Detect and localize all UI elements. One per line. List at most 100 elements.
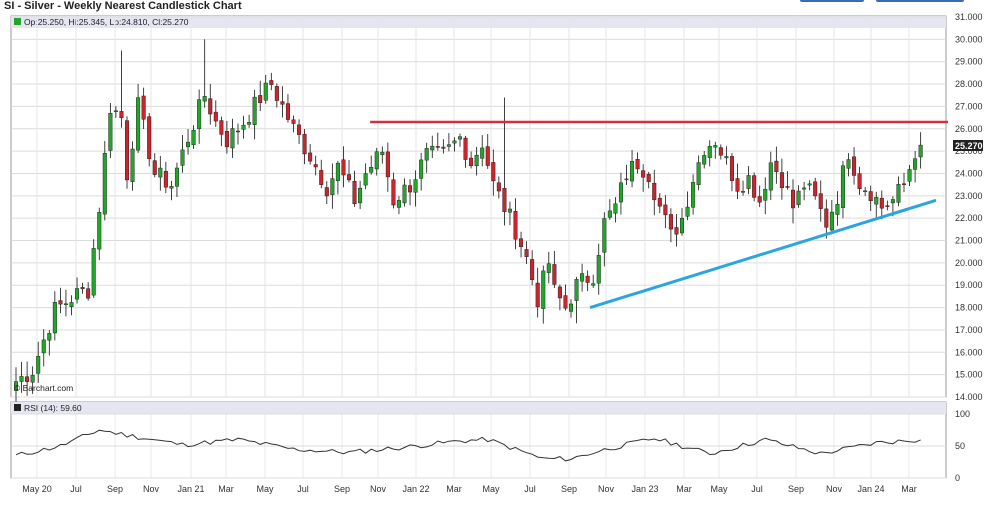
candle-body <box>80 287 85 289</box>
candle-body <box>707 145 712 158</box>
candle-body <box>902 183 907 185</box>
candle-body <box>657 197 662 207</box>
candle-body <box>152 160 157 175</box>
candle-body <box>879 197 884 209</box>
candle-body <box>319 170 324 185</box>
y-tick-label: 24.000 <box>955 168 983 178</box>
x-tick-label: Sep <box>788 484 804 494</box>
candle-body <box>580 273 585 282</box>
x-tick-label: May <box>256 484 274 494</box>
candle-body <box>297 124 302 135</box>
candle-body <box>585 275 590 283</box>
candle-body <box>330 178 335 196</box>
candle-body <box>219 120 224 135</box>
candle-body <box>374 151 379 170</box>
toolbar-button-1[interactable] <box>800 0 864 2</box>
candle-body <box>791 189 796 209</box>
candle-body <box>907 169 912 182</box>
candle-body <box>274 86 279 101</box>
candle-body <box>596 255 601 284</box>
candle-body <box>41 339 46 354</box>
candle-body <box>835 204 840 215</box>
toolbar-button-2[interactable] <box>876 0 964 2</box>
candle-body <box>524 249 529 257</box>
x-tick-label: Mar <box>676 484 692 494</box>
ohlc-label: Op:25.250, Hi:25.345, Lo:24.810, Cl:25.2… <box>24 17 189 27</box>
candle-body <box>258 95 263 103</box>
candle-body <box>818 193 823 209</box>
x-tick-label: Jan 23 <box>631 484 658 494</box>
candle-body <box>230 128 235 149</box>
y-tick-label: 17.000 <box>955 325 983 335</box>
candle-body <box>713 145 718 148</box>
candle-body <box>52 302 57 334</box>
candle-body <box>25 376 30 382</box>
candle-body <box>430 145 435 151</box>
candle-body <box>113 110 118 112</box>
candle-body <box>913 158 918 170</box>
candle-body <box>302 133 307 155</box>
y-tick-label: 28.000 <box>955 79 983 89</box>
candle-body <box>269 80 274 85</box>
candle-body <box>446 144 451 147</box>
candle-body <box>552 264 557 285</box>
candle-body <box>807 183 812 186</box>
candle-body <box>663 204 668 216</box>
chart-title: SI - Silver - Weekly Nearest Candlestick… <box>4 0 242 12</box>
x-tick-label: Jul <box>524 484 536 494</box>
candle-body <box>385 151 390 178</box>
candle-body <box>741 191 746 193</box>
candle-body <box>591 283 596 286</box>
candle-body <box>546 263 551 273</box>
x-tick-label: Nov <box>598 484 615 494</box>
candle-body <box>618 182 623 203</box>
candle-body <box>408 185 413 193</box>
candle-body <box>624 178 629 181</box>
watermark: © Barchart.com <box>14 383 73 393</box>
candle-body <box>163 170 168 188</box>
candle-body <box>130 148 135 182</box>
x-tick-label: Jul <box>297 484 309 494</box>
candle-body <box>247 122 252 125</box>
last-price-label: 25.270 <box>955 141 983 151</box>
candle-body <box>796 190 801 205</box>
candle-body <box>785 186 790 188</box>
candle-body <box>768 162 773 191</box>
candle-body <box>141 95 146 120</box>
candle-body <box>208 98 213 115</box>
candle-body <box>852 156 857 176</box>
candle-body <box>863 190 868 193</box>
candle-body <box>813 181 818 197</box>
candle-body <box>846 159 851 169</box>
ohlc-legend-swatch <box>14 18 21 25</box>
candle-body <box>735 178 740 192</box>
y-tick-label: 14.000 <box>955 392 983 402</box>
candle-body <box>874 196 879 205</box>
candle-body <box>685 206 690 217</box>
x-tick-label: Jan 22 <box>402 484 429 494</box>
x-tick-label: Sep <box>561 484 577 494</box>
candle-body <box>197 99 202 129</box>
candle-body <box>324 187 329 197</box>
candle-body <box>19 376 24 382</box>
candle-body <box>252 96 257 125</box>
y-tick-label: 21.000 <box>955 236 983 246</box>
candle-body <box>746 175 751 189</box>
candle-body <box>202 96 207 102</box>
candle-body <box>752 175 757 198</box>
candle-body <box>341 159 346 176</box>
x-tick-label: May 20 <box>22 484 52 494</box>
y-tick-label: 27.000 <box>955 101 983 111</box>
candle-body <box>102 153 107 215</box>
candle-body <box>824 208 829 228</box>
candle-body <box>435 146 440 148</box>
candle-body <box>358 187 363 204</box>
candle-body <box>452 140 457 144</box>
candle-body <box>308 152 313 162</box>
support-trendline[interactable] <box>589 198 937 310</box>
x-tick-label: Nov <box>370 484 387 494</box>
candle-body <box>36 356 41 374</box>
candle-body <box>224 131 229 148</box>
candle-body <box>158 167 163 178</box>
candle-body <box>857 173 862 189</box>
